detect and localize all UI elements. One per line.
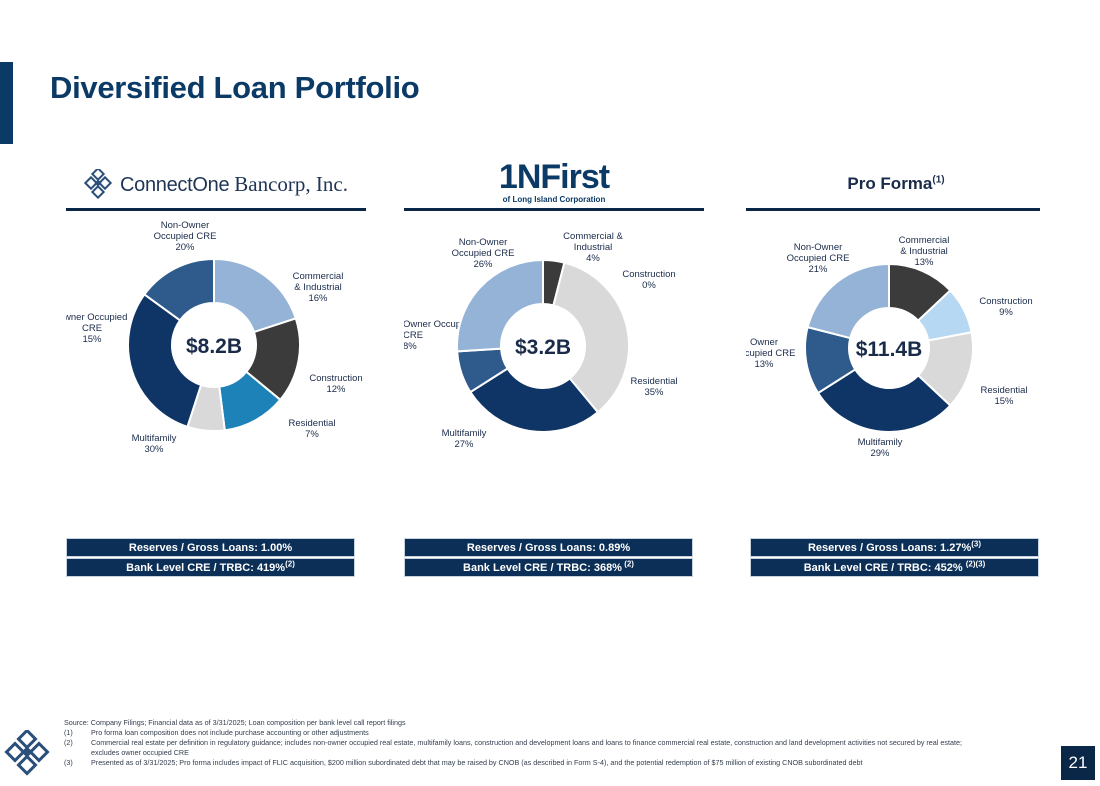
label-commercial-and-industrial: Commercial & Industrial 4% (563, 231, 623, 264)
center-total-label: $8.2B (186, 335, 242, 358)
slice-multifamily (127, 293, 203, 429)
slice-non-owner-occupied-cre (806, 262, 890, 340)
proforma-donut-chart: Commercial & Industrial 13% Construction 9% R… (746, 235, 1033, 459)
label-construction: Construction 9% (979, 296, 1032, 318)
label-non-owner-occupied-cre: Non-Owner Occupied CRE 20% (154, 220, 217, 253)
connectone-suffix: Bancorp, Inc. (234, 171, 348, 196)
proforma-header: Pro Forma(1) (746, 166, 1046, 202)
proforma-reserves-box: Reserves / Gross Loans: 1.27%(3) (750, 538, 1039, 557)
label-residential: Residential 7% (289, 418, 336, 440)
slice-multifamily (816, 368, 952, 433)
connectone-panel: ConnectOne Bancorp, Inc. Non-Owner Occupie… (66, 150, 366, 580)
source-note: Source: Company Filings; Financial data … (64, 718, 406, 727)
connectone-donut-chart: Non-Owner Occupied CRE 20% Commercial & Indu… (66, 220, 363, 455)
label-multifamily: Multifamily 29% (858, 437, 903, 459)
panel-divider (66, 208, 366, 211)
slice-non-owner-occupied-cre (456, 258, 544, 353)
label-construction: Construction 12% (309, 373, 362, 395)
flic-logo-sub: of Long Island Corporation (502, 195, 606, 204)
flic-logo: 1NFirst of Long Island Corporation (404, 158, 704, 206)
flic-logo-main: 1NFirst (498, 158, 610, 196)
center-total-label: $11.4B (856, 338, 923, 361)
label-residential: Residential 35% (631, 376, 678, 398)
page-title: Diversified Loan Portfolio (50, 70, 420, 105)
proforma-footnote-ref: (1) (932, 174, 945, 186)
flic-cre-box: Bank Level CRE / TRBC: 368% (2) (404, 558, 693, 577)
proforma-panel: Pro Forma(1) Commercial & Industrial 13% Co… (746, 150, 1046, 580)
connectone-cre-box: Bank Level CRE / TRBC: 419%(2) (66, 558, 355, 577)
label-commercial-and-industrial: Commercial & Industrial 13% (899, 235, 950, 268)
panel-divider (746, 208, 1040, 211)
label-non-owner-occupied-cre: Non-Owner Occupied CRE 26% (452, 237, 515, 270)
center-total-label: $3.2B (515, 336, 571, 359)
label-non-owner-occupied-cre: Non-Owner Occupied CRE 21% (787, 242, 850, 275)
label-multifamily: Multifamily 27% (442, 428, 487, 450)
connectone-reserves-box: Reserves / Gross Loans: 1.00% (66, 538, 355, 557)
label-multifamily: Multifamily 30% (132, 433, 177, 455)
slice-multifamily (469, 367, 600, 433)
label-construction: Construction 0% (622, 269, 675, 291)
connectone-logo: ConnectOne Bancorp, Inc. (66, 166, 366, 202)
connectone-name: ConnectOne (119, 173, 230, 196)
slice-owner-occupied-cre (143, 257, 215, 322)
connectone-corner-logo-icon (4, 730, 50, 776)
slice-non-owner-occupied-cre (213, 257, 298, 334)
title-accent-bar (0, 62, 13, 144)
footnote-3: (3) Presented as of 3/31/2025; Pro forma … (64, 758, 863, 767)
flic-donut-chart: Commercial & Industrial 4% Construction 0% Re… (404, 231, 678, 450)
panel-divider (404, 208, 704, 211)
label-commercial-and-industrial: Commercial & Industrial 16% (293, 271, 344, 304)
flic-reserves-box: Reserves / Gross Loans: 0.89% (404, 538, 693, 557)
connectone-diamond-icon (83, 169, 113, 199)
label-owner-occupied-cre: Owner Occupied CRE 8% (404, 319, 474, 352)
page-number: 21 (1061, 746, 1095, 780)
slice-residential (552, 261, 630, 414)
footnotes: Source: Company Filings; Financial data … (64, 718, 964, 768)
flic-panel: 1NFirst of Long Island Corporation Comme… (404, 150, 704, 580)
proforma-title: Pro Forma (847, 174, 933, 193)
footnote-1: (1) Pro forma loan composition does not i… (64, 728, 369, 737)
proforma-cre-box: Bank Level CRE / TRBC: 452% (2)(3) (750, 558, 1039, 577)
label-residential: Residential 15% (981, 385, 1028, 407)
footnote-2: (2) Commercial real estate per definition… (64, 738, 962, 757)
